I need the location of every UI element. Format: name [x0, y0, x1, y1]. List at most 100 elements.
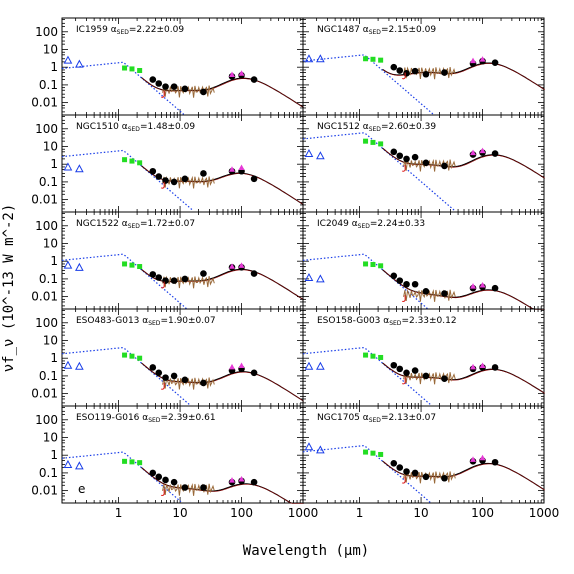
photometry-point: [422, 287, 430, 295]
panel-title: NGC1510 αSED=1.48±0.09: [76, 122, 195, 133]
galaxy-name: ESO119-G016: [76, 413, 142, 423]
irs-spectrum: [162, 85, 215, 98]
photometry-point: [403, 155, 410, 163]
photometry-point: [170, 478, 178, 486]
nir-point: [122, 261, 128, 267]
panel-ngc1522: 100 10 1 0.1 0.01 NGC1522 αSED=1.72±0.07: [31, 211, 304, 310]
y-tick-label: 1: [50, 60, 58, 74]
y-tick-label: 10: [43, 430, 58, 444]
uv-point: [75, 461, 84, 470]
y-tick-label: 1: [50, 254, 58, 268]
nir-point: [363, 56, 369, 62]
stellar-model-line: [302, 346, 431, 405]
alpha-subscript: SED: [369, 417, 382, 424]
panel-title: IC1959 αSED=2.22±0.09: [76, 25, 184, 36]
upper-limit-marker: [160, 181, 165, 189]
photometry-point: [149, 469, 157, 477]
alpha-value: =2.22±0.09: [129, 25, 184, 35]
galaxy-name: IC2049: [317, 219, 352, 229]
alpha-symbol: α: [111, 25, 117, 35]
nir-point: [122, 65, 128, 71]
mips-point: [479, 147, 486, 154]
upper-limit-marker: [160, 90, 165, 98]
nir-point: [363, 352, 369, 358]
panel-eso119-g016: 100 10 1 0.1 0.01 1 10 100 1000 ESO119-G016 αSED=…: [31, 405, 319, 520]
photometry-point: [403, 70, 410, 77]
photometry-point: [200, 170, 207, 177]
nir-point: [363, 449, 369, 455]
nir-point: [137, 264, 143, 270]
panel-title: ESO483-G013 αSED=1.90±0.07: [76, 316, 216, 327]
mips-point: [238, 70, 245, 76]
y-tick-label: 0.01: [31, 484, 58, 498]
y-tick-label: 1: [50, 351, 58, 365]
galaxy-name: IC1959: [76, 25, 111, 35]
photometry-point: [149, 167, 157, 175]
y-tick-label: 0.1: [39, 369, 58, 383]
upper-limit-marker: [401, 72, 406, 80]
nir-point: [370, 450, 376, 456]
galaxy-name: NGC1705: [317, 413, 363, 423]
y-tick-label: 0.01: [31, 193, 58, 207]
panel-title: NGC1705 αSED=2.13±0.07: [317, 413, 436, 424]
alpha-value: =1.90±0.07: [160, 316, 215, 326]
photometry-point: [162, 374, 169, 381]
alpha-symbol: α: [122, 122, 128, 132]
panel-ngc1510: 100 10 1 0.1 0.01 NGC1510 αSED=1.48±0.09: [31, 114, 304, 213]
photometry-point: [441, 375, 448, 382]
uv-point: [63, 360, 73, 369]
sed-model-line-red: [142, 363, 304, 402]
mips-point: [229, 263, 236, 269]
alpha-symbol: α: [363, 122, 369, 132]
y-tick-label: 0.1: [39, 272, 58, 286]
sed-model-line-red: [142, 269, 304, 301]
photometry-point: [441, 162, 448, 170]
y-tick-label: 1: [50, 448, 58, 462]
panel-title: NGC1487 αSED=2.15±0.09: [317, 25, 436, 36]
photometry-point: [250, 270, 258, 277]
stellar-model-line: [61, 149, 193, 211]
alpha-symbol: α: [383, 316, 389, 326]
nir-point: [137, 68, 143, 74]
upper-limit-marker: [160, 489, 165, 496]
mips-point: [229, 166, 236, 172]
mips-point: [470, 149, 477, 156]
upper-limit-marker: [160, 382, 165, 390]
mips-point: [470, 57, 477, 64]
mips-point: [238, 362, 245, 368]
nir-point: [122, 157, 128, 163]
panel-ic2049: IC2049 αSED=2.24±0.33: [302, 211, 545, 310]
photometry-point: [491, 59, 499, 66]
mips-point: [479, 281, 486, 288]
galaxy-name: ESO483-G013: [76, 316, 142, 326]
y-tick-label: 0.1: [39, 78, 58, 92]
y-tick-label: 0.01: [31, 96, 58, 110]
irs-spectrum: [403, 158, 456, 172]
sed-model-line-red: [142, 166, 304, 206]
nir-point: [137, 160, 143, 166]
nir-point: [370, 262, 376, 268]
uv-point: [75, 262, 84, 271]
photometry-point: [155, 369, 163, 377]
alpha-subscript: SED: [358, 223, 371, 230]
y-tick-label: 1: [50, 157, 58, 171]
alpha-symbol: α: [363, 413, 369, 423]
upper-limit-marker: [401, 295, 406, 302]
alpha-value: =2.24±0.33: [370, 219, 425, 229]
photometry-point: [170, 178, 178, 186]
mips-point: [229, 71, 236, 77]
photometry-point: [390, 272, 398, 280]
photometry-point: [403, 468, 410, 475]
uv-point: [75, 164, 84, 173]
x-tick-label: 1000: [288, 506, 319, 520]
nir-point: [122, 458, 128, 464]
upper-limit-marker: [401, 377, 406, 385]
uv-point: [304, 148, 314, 158]
nir-point: [137, 460, 143, 466]
panel-title: NGC1512 αSED=2.60±0.39: [317, 122, 436, 133]
alpha-subscript: SED: [117, 29, 130, 36]
mips-point: [470, 456, 477, 462]
sed-model-line-red: [383, 363, 545, 394]
photometry-point: [396, 152, 404, 160]
photometry-point: [396, 464, 404, 471]
